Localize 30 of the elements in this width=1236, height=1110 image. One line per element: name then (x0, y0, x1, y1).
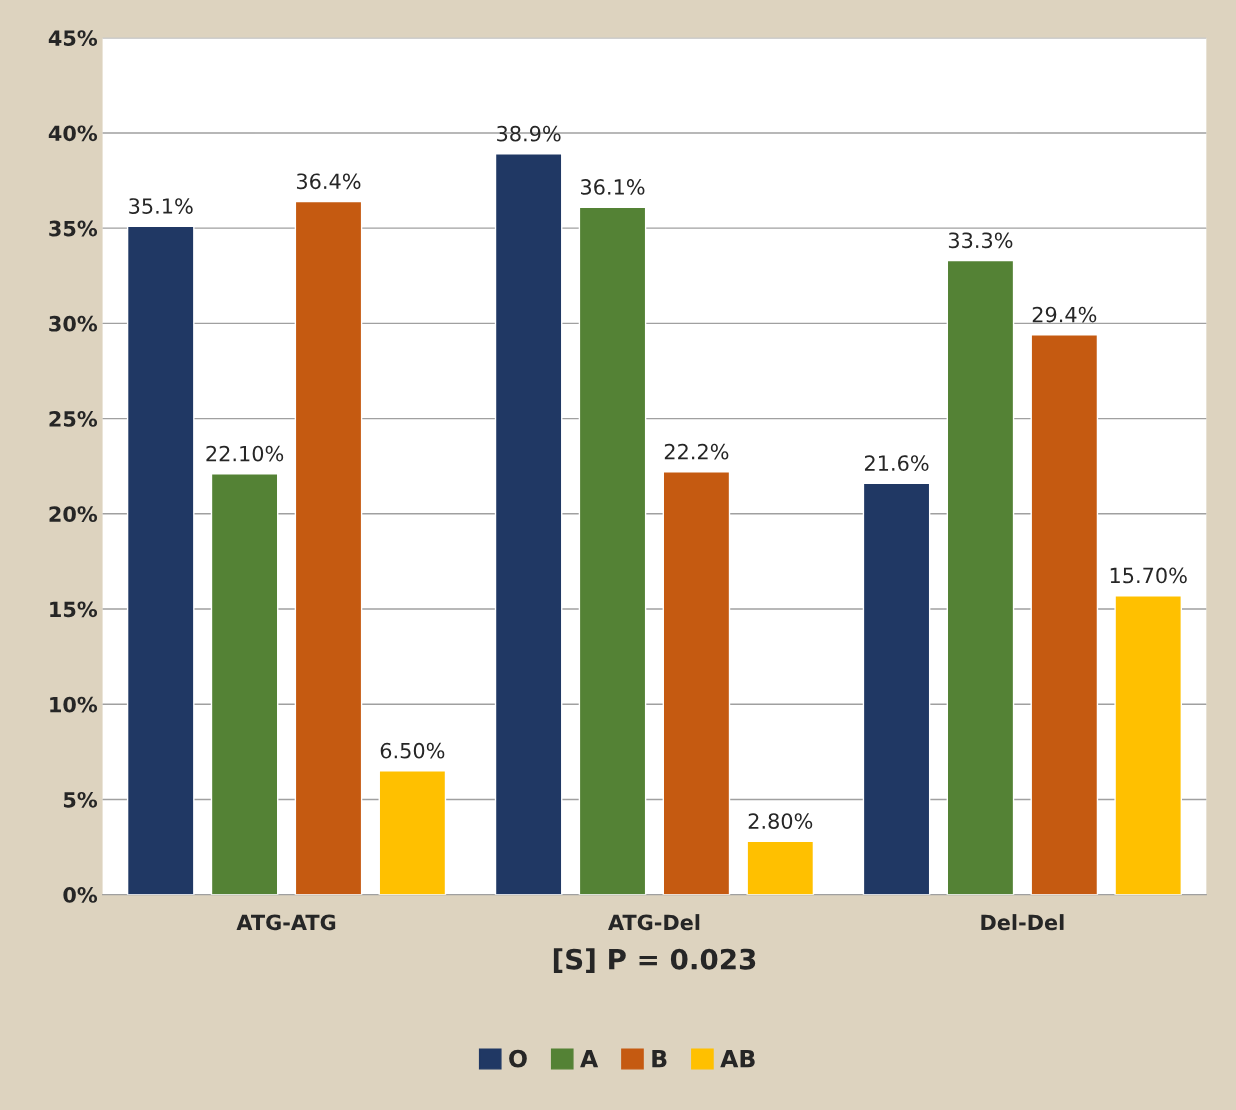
y-tick-label: 35% (49, 220, 98, 237)
data-label: 15.70% (1110, 567, 1187, 584)
y-tick-label: 30% (49, 315, 98, 332)
y-tick-label: 20% (49, 506, 98, 523)
x-tick-label: ATG-Del (608, 914, 700, 931)
legend-label: A (580, 1049, 599, 1068)
data-label: 29.4% (1032, 306, 1097, 323)
y-tick-label: 25% (49, 411, 98, 427)
data-label: 36.4% (296, 173, 361, 190)
y-tick-label: 40% (48, 125, 98, 142)
data-label: 22.10% (206, 445, 284, 462)
data-label: 21.6% (864, 455, 929, 471)
legend-label: O (509, 1049, 527, 1068)
data-label: 33.3% (948, 232, 1013, 249)
x-axis-title: [S] P = 0.023 (553, 948, 756, 973)
y-tick-label: 45% (48, 30, 98, 46)
y-tick-label: 15% (50, 601, 98, 618)
y-tick-label: 0% (63, 887, 98, 903)
data-label: 35.1% (129, 198, 193, 214)
x-tick-label: ATG-ATG (236, 914, 336, 931)
legend-label: B (652, 1049, 667, 1068)
data-label: 36.1% (581, 179, 645, 195)
data-label: 6.50% (380, 742, 445, 759)
data-label: 2.80% (748, 813, 813, 829)
data-label: 38.9% (497, 125, 561, 142)
x-tick-label: Del-Del (981, 914, 1064, 931)
y-tick-label: 10% (50, 696, 98, 713)
y-tick-label: 5% (63, 791, 98, 808)
legend-label: AB (720, 1049, 755, 1068)
data-label: 22.2% (664, 443, 729, 460)
